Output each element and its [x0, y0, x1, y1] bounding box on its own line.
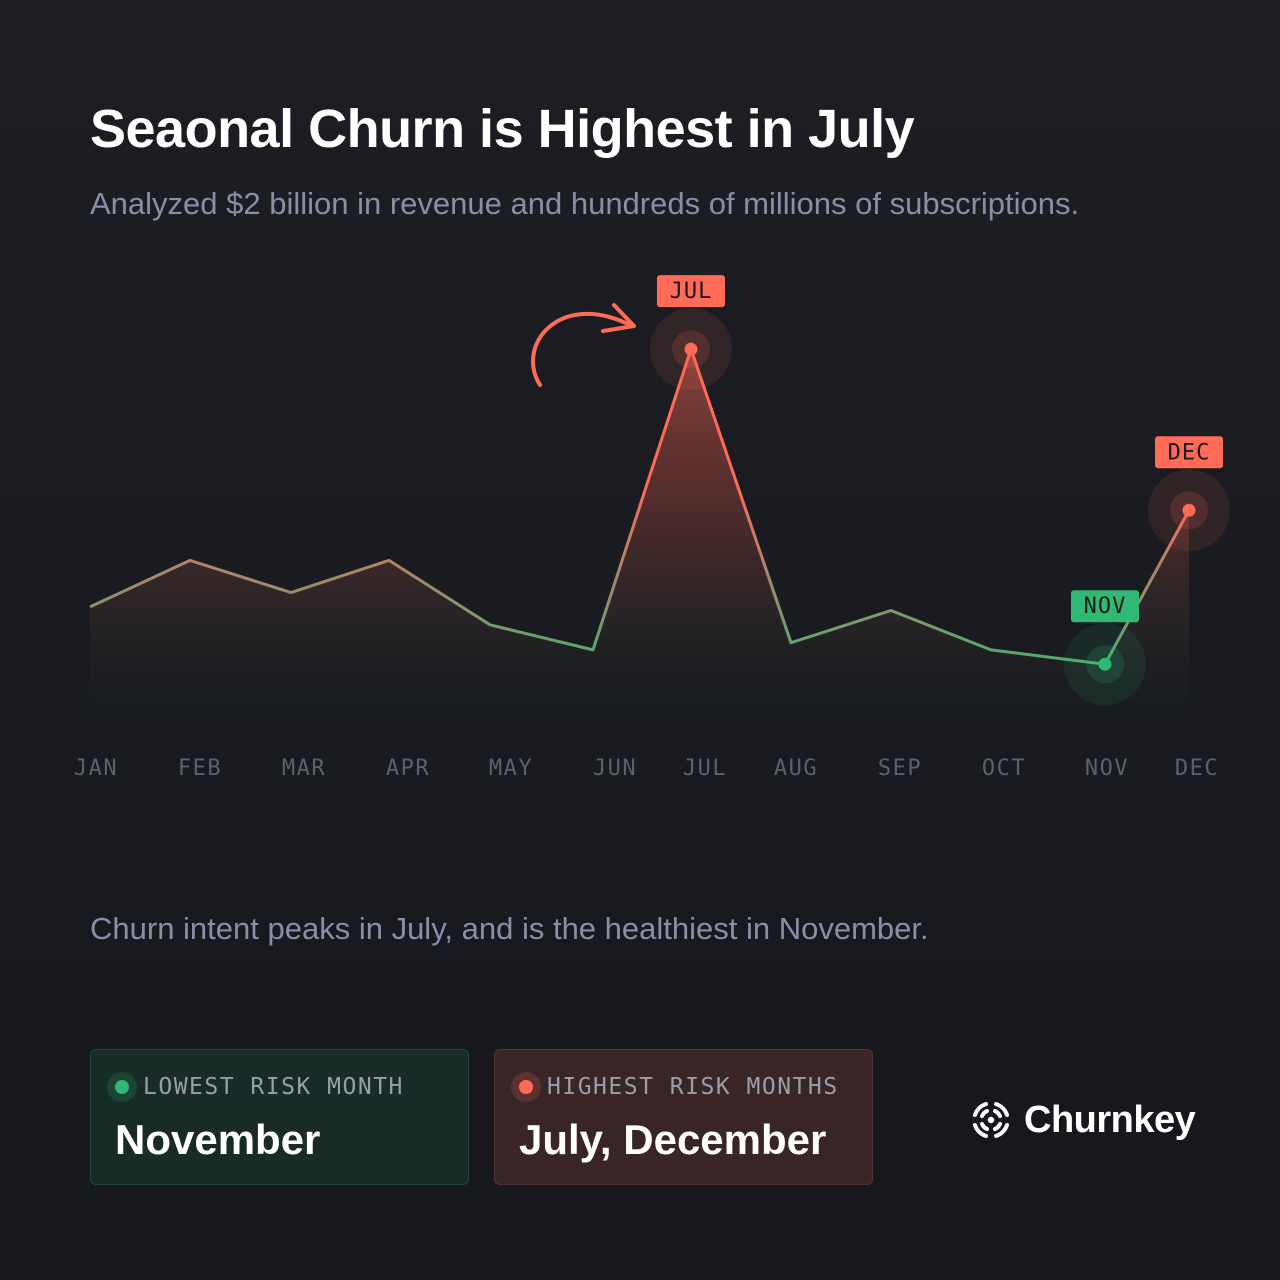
brand-logo: Churnkey	[966, 1094, 1196, 1146]
highlight-badge	[1155, 436, 1223, 469]
x-tick-label-apr: APR	[386, 756, 430, 781]
lowest-risk-label: LOWEST RISK MONTH	[143, 1074, 404, 1100]
x-tick-label-aug: AUG	[774, 756, 818, 781]
page-title: Seaonal Churn is Highest in July	[90, 99, 915, 159]
highlight-jul: JUL	[650, 275, 732, 391]
x-tick-label-jul: JUL	[683, 756, 727, 781]
x-tick-label-oct: OCT	[982, 756, 1026, 781]
lowest-risk-value: November	[115, 1116, 321, 1163]
red-dot-icon	[511, 1072, 541, 1102]
highlight-badge	[657, 275, 725, 308]
x-tick-label-jan: JAN	[74, 756, 118, 781]
churnkey-logo-icon	[973, 1102, 1009, 1138]
highest-risk-value: July, December	[519, 1116, 827, 1163]
highest-risk-card: HIGHEST RISK MONTHS July, December	[494, 1049, 873, 1185]
churn-area-chart: JUL NOV DEC JAN FEB MAR APR MAY JUN JUL AUG SEP OCT…	[74, 275, 1230, 781]
highlight-nov: NOV	[1064, 590, 1146, 706]
highlight-label: DEC	[1168, 440, 1211, 465]
x-tick-label-may: MAY	[489, 756, 533, 781]
highlight-label: NOV	[1084, 594, 1127, 619]
x-tick-label-dec: DEC	[1175, 756, 1219, 781]
green-dot-icon	[107, 1072, 137, 1102]
highlight-badge	[1071, 590, 1139, 623]
highest-risk-label: HIGHEST RISK MONTHS	[547, 1074, 839, 1100]
data-point-nov	[1098, 657, 1112, 671]
x-tick-label-feb: FEB	[178, 756, 222, 781]
series-area	[90, 349, 1189, 720]
highlight-dec: DEC	[1148, 436, 1230, 552]
brand-name: Churnkey	[1024, 1098, 1196, 1141]
arrow-annotation	[531, 311, 632, 387]
x-tick-label-sep: SEP	[878, 756, 922, 781]
x-tick-label-nov: NOV	[1085, 756, 1129, 781]
chart-caption: Churn intent peaks in July, and is the h…	[90, 911, 929, 946]
page-subtitle: Analyzed $2 billion in revenue and hundr…	[90, 186, 1080, 221]
highlight-label: JUL	[670, 279, 713, 304]
x-tick-label-jun: JUN	[593, 756, 637, 781]
data-point-dec	[1182, 503, 1196, 517]
x-tick-label-mar: MAR	[282, 756, 326, 781]
arrow-head	[601, 303, 636, 333]
lowest-risk-card: LOWEST RISK MONTH November	[90, 1049, 469, 1185]
series-line	[89, 347, 1191, 666]
data-point-jul	[684, 342, 698, 356]
